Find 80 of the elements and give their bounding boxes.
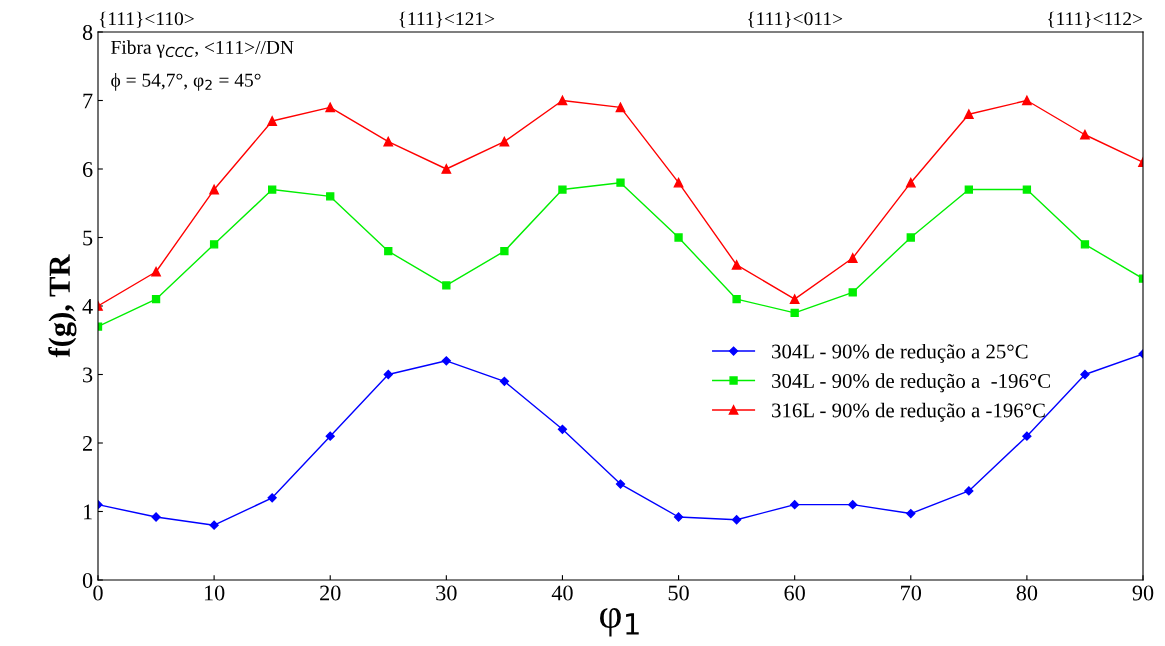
point: [731, 260, 742, 270]
point: [326, 192, 335, 201]
x-tick-label: 60: [784, 585, 805, 601]
y-tick-label: 3: [83, 367, 93, 383]
point: [500, 247, 509, 256]
point: [209, 184, 219, 195]
annotation: Fibra γ$_{CCC}$, <111>//DN: [111, 40, 294, 58]
x-tick-label: 80: [1016, 585, 1038, 601]
x-tick-label: 70: [901, 585, 922, 601]
point: [674, 233, 683, 242]
point: [848, 288, 857, 297]
point: [441, 164, 452, 174]
x-tick-label: 30: [436, 585, 457, 601]
legend-label: 304L - 90% de redução a 25°C: [772, 343, 1028, 363]
y-axis-title: f(g), TR: [48, 254, 77, 358]
point: [325, 102, 336, 113]
y-tick-label: 4: [82, 299, 93, 314]
point: [558, 185, 567, 194]
point: [325, 431, 335, 441]
point: [790, 500, 800, 510]
y-tick-label: 7: [83, 93, 93, 109]
point: [1080, 129, 1090, 140]
point: [441, 356, 451, 366]
point: [383, 369, 393, 380]
x-axis-title: φ$_{1}$: [600, 608, 639, 637]
y-tick-label: 6: [82, 161, 93, 177]
point: [790, 308, 799, 318]
point: [1080, 369, 1090, 380]
point: [384, 247, 393, 256]
annotation: ϕ = 54,7°, φ$_{2}$ = 45°: [111, 73, 261, 91]
point: [1022, 95, 1032, 106]
text: {111}<110>: [99, 11, 194, 28]
point: [383, 136, 394, 147]
point: [732, 294, 741, 304]
point: [209, 240, 219, 249]
legend-label: 304L - 90% de redução a -196°C: [772, 373, 1050, 393]
x-tick-label: 20: [320, 585, 341, 601]
point: [964, 486, 974, 496]
text: {111}<121>: [399, 11, 495, 28]
point: [442, 281, 451, 290]
point: [267, 493, 277, 503]
point: [267, 185, 277, 194]
point: [151, 266, 161, 277]
point: [499, 136, 510, 147]
point: [848, 500, 858, 510]
point: [906, 508, 916, 519]
point: [731, 515, 742, 525]
point: [1022, 185, 1032, 194]
text: {111}<112>: [1048, 11, 1143, 28]
point: [673, 177, 684, 188]
point: [673, 512, 684, 522]
point: [1080, 240, 1090, 249]
x-tick-label: 10: [204, 585, 225, 601]
point: [267, 116, 278, 126]
point: [847, 253, 858, 263]
y-tick-label: 0: [82, 572, 93, 588]
point: [906, 233, 915, 242]
y-tick-label: 1: [83, 504, 92, 520]
point: [557, 424, 568, 434]
x-tick-label: 0: [93, 585, 103, 601]
y-tick-label: 5: [83, 230, 93, 246]
point: [151, 294, 161, 304]
y-tick-label: 2: [83, 435, 92, 451]
legend-label: 316L - 90% de redução a -196°C: [772, 402, 1045, 422]
point: [905, 177, 916, 188]
point: [557, 95, 568, 106]
x-tick-label: 40: [551, 585, 573, 601]
point: [615, 479, 626, 489]
point: [209, 520, 219, 530]
point: [1022, 431, 1032, 441]
point: [499, 376, 510, 386]
point: [963, 109, 974, 120]
x-tick-label: 90: [1132, 585, 1154, 601]
point: [615, 102, 626, 113]
point: [616, 178, 625, 187]
x-tick-label: 50: [668, 585, 689, 601]
text: {111}<011>: [748, 11, 843, 28]
point: [964, 185, 974, 194]
point: [789, 294, 800, 305]
y-tick-label: 8: [82, 24, 93, 40]
